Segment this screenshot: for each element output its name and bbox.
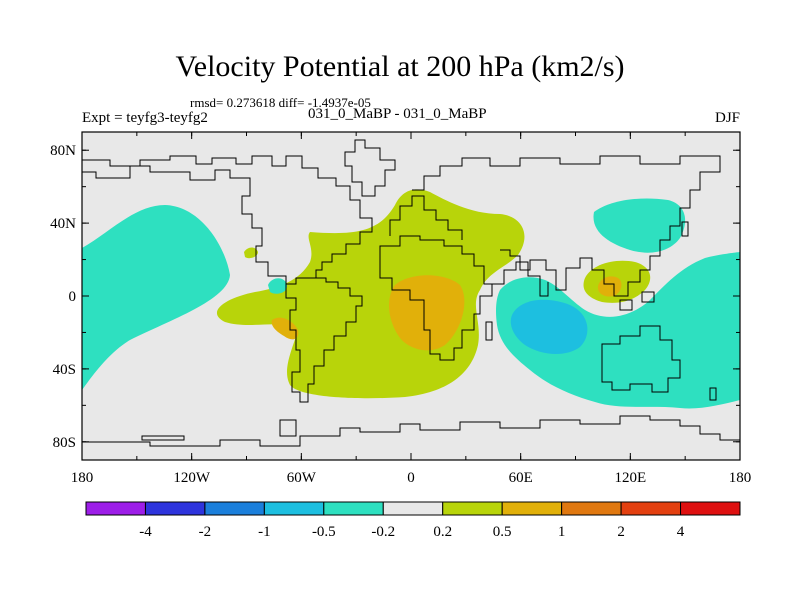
anomaly-region-west-pacific <box>82 205 230 390</box>
colorbar-swatch <box>85 501 146 516</box>
colorbar-label: -2 <box>199 524 212 540</box>
anomaly-region-atlantic-africa <box>216 189 525 399</box>
colorbar-label: -0.5 <box>312 524 336 540</box>
anomaly-region-central-america <box>268 278 288 294</box>
experiment-label: Expt = teyfg3-teyfg2 <box>82 110 208 126</box>
x-tick-label: 180 <box>71 470 94 486</box>
x-tick-label: 0 <box>407 470 415 486</box>
colorbar-label: -4 <box>139 524 152 540</box>
y-tick-label: 0 <box>69 289 77 305</box>
anomaly-region-indo-pacific <box>496 252 740 409</box>
colorbar-label: 2 <box>617 524 625 540</box>
x-axis: 180 120W 60W 0 60E 120E 180 <box>71 132 752 486</box>
y-tick-label: 40N <box>50 216 76 232</box>
x-tick-label: 120W <box>173 470 211 486</box>
colorbar-swatch <box>442 501 503 516</box>
anomaly-region-africa-peak <box>388 275 465 351</box>
season-label: DJF <box>714 110 740 126</box>
coastlines <box>82 139 740 447</box>
colorbar-swatch <box>561 501 622 516</box>
colorbar-swatch <box>680 501 741 516</box>
colorbar-label: -1 <box>258 524 271 540</box>
anomaly-region-indian-ocean-peak <box>510 299 588 354</box>
colorbar-swatch <box>501 501 563 516</box>
colorbar-label: 0.5 <box>493 524 512 540</box>
x-tick-label: 60E <box>509 470 533 486</box>
colorbar: -4 -2 -1 -0.5 -0.2 0.2 0.5 1 2 4 <box>85 501 741 540</box>
x-tick-label: 60W <box>287 470 317 486</box>
colorbar-swatch <box>620 501 682 516</box>
colorbar-swatch <box>382 501 444 516</box>
anomaly-region-east-asia <box>593 198 686 253</box>
colorbar-label: -0.2 <box>371 524 395 540</box>
colorbar-swatch <box>263 501 325 516</box>
anomaly-region-south-america <box>271 317 299 340</box>
colorbar-swatch <box>144 501 206 516</box>
colorbar-swatch <box>204 501 265 516</box>
stats-text: rmsd= 0.273618 diff= -1.4937e-05 <box>190 95 371 110</box>
chart-title: Velocity Potential at 200 hPa (km2/s) <box>175 50 625 83</box>
anomaly-region-mexico <box>244 247 258 259</box>
subtitle: 031_0_MaBP - 031_0_MaBP <box>308 106 487 122</box>
colorbar-swatch <box>323 501 384 516</box>
y-axis: 80N 40N 0 40S 80S <box>50 143 740 451</box>
colorbar-label: 1 <box>558 524 566 540</box>
colorbar-label: 4 <box>677 524 685 540</box>
x-tick-label: 180 <box>729 470 752 486</box>
y-tick-label: 80S <box>53 435 76 451</box>
x-tick-label: 120E <box>614 470 646 486</box>
y-tick-label: 40S <box>53 362 76 378</box>
y-tick-label: 80N <box>50 143 76 159</box>
colorbar-label: 0.2 <box>433 524 452 540</box>
